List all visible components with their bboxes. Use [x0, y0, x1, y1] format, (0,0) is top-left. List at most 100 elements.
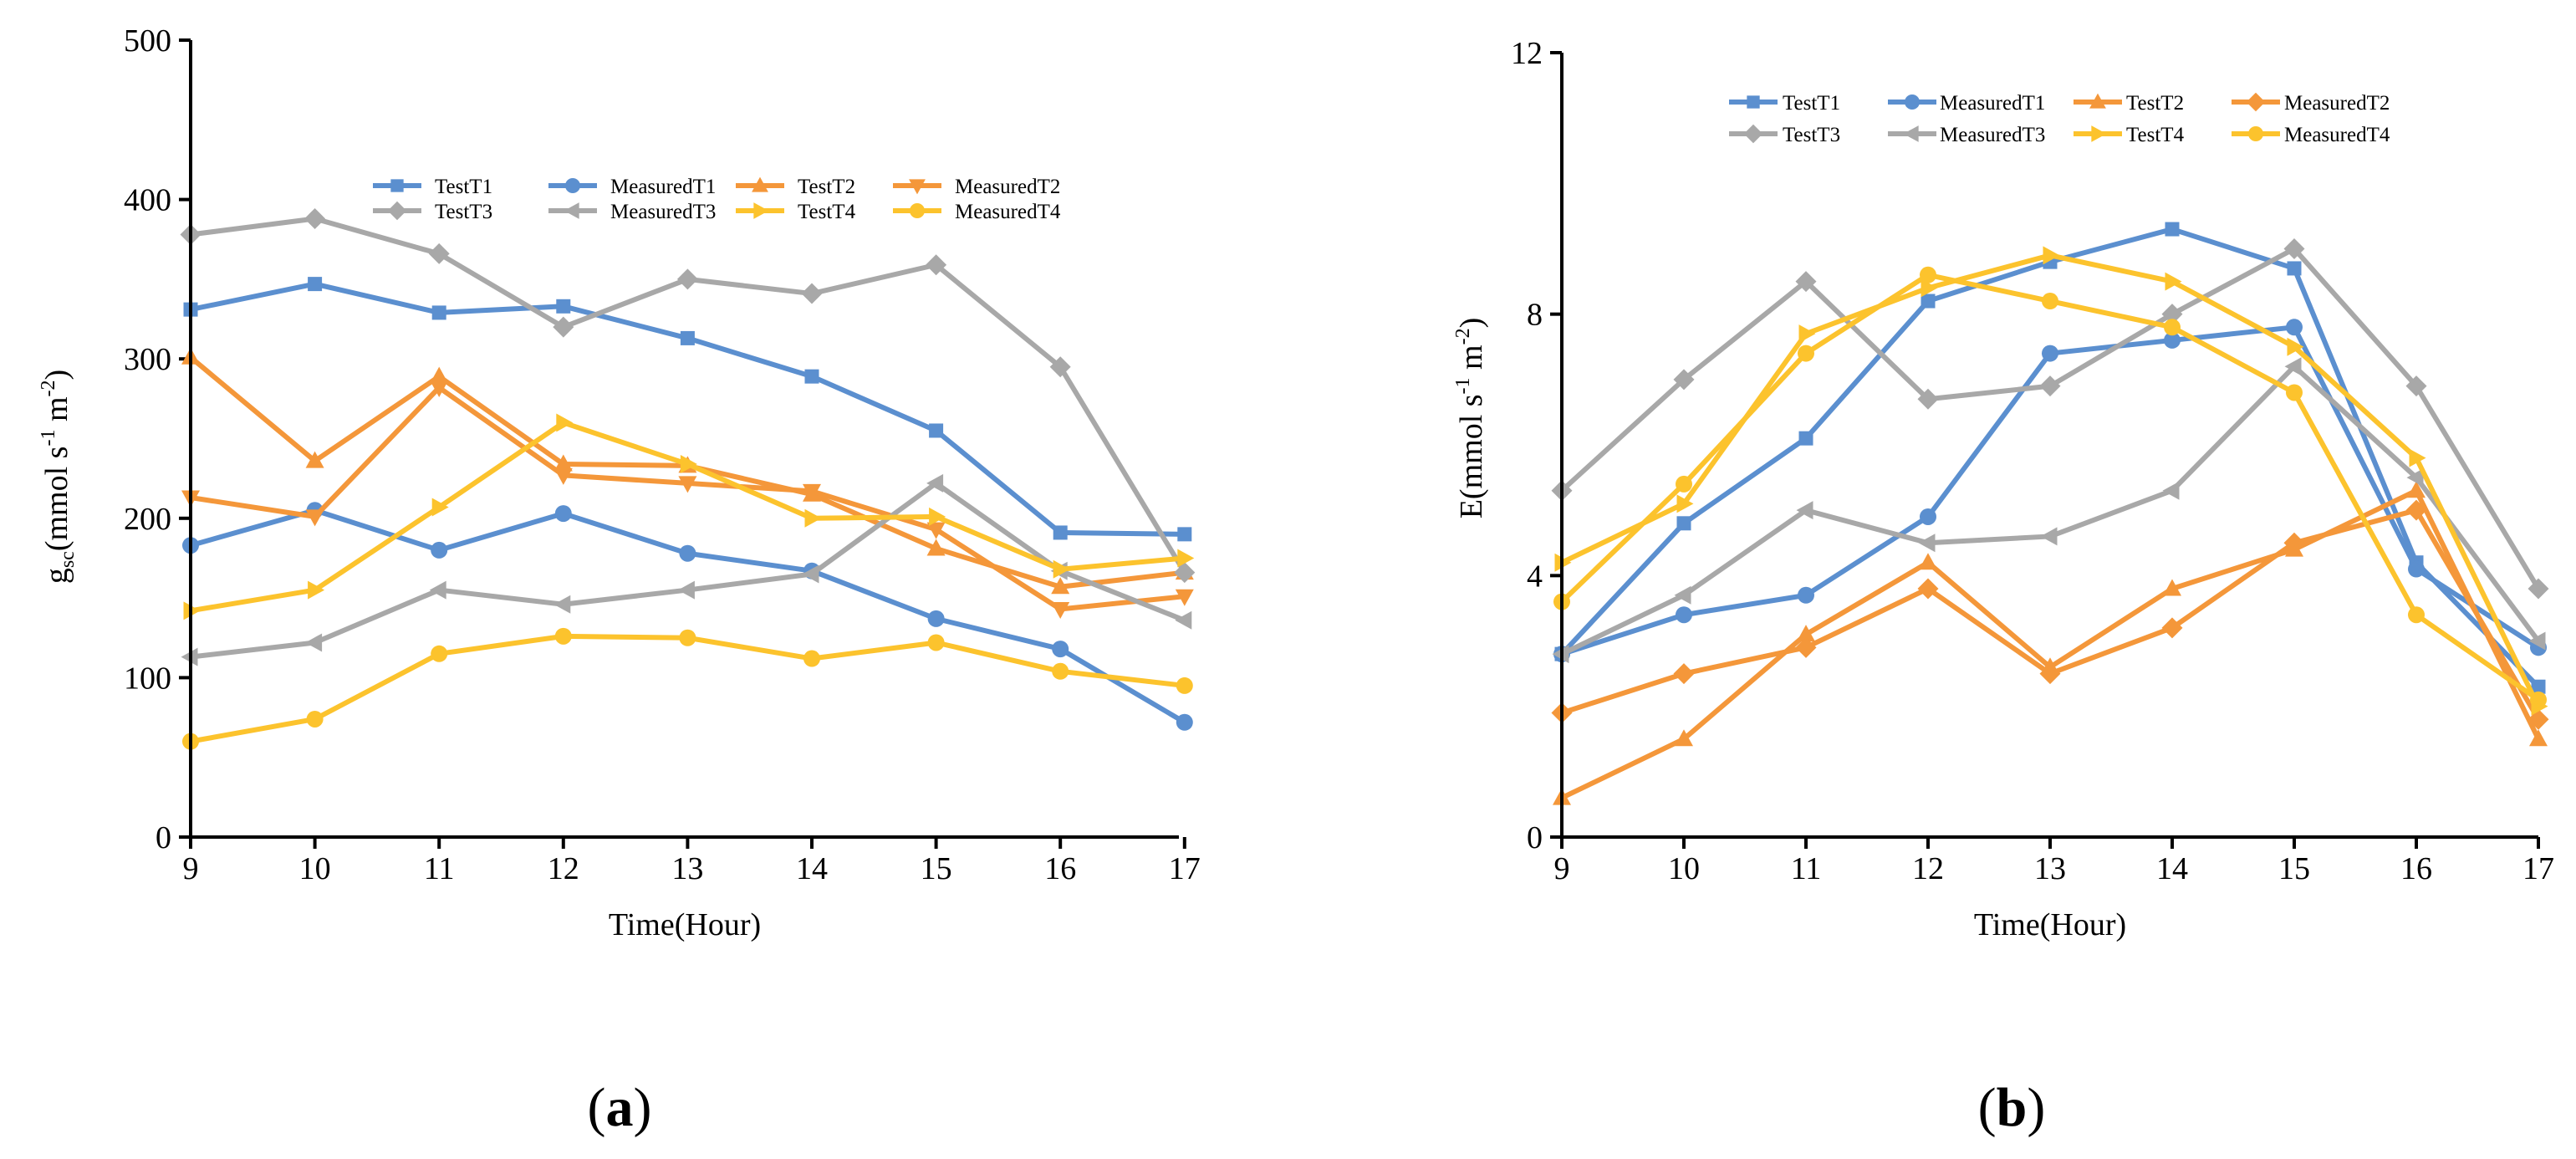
legend-label-measuredt2: MeasuredT2	[2284, 92, 2390, 115]
data-point-measuredt3	[1674, 585, 1691, 605]
panel-label-a: (a)	[588, 1077, 652, 1138]
data-point-testt3	[801, 283, 823, 304]
data-point-measuredt1	[927, 610, 945, 627]
series-line-measuredt4	[190, 633, 1186, 744]
data-point-measuredt2	[678, 476, 697, 493]
data-point-measuredt4	[1052, 662, 1069, 680]
axis-ticks-a: 0 100 200 300 400 500 9 10 11 12 13 14 15 16 17	[124, 23, 1201, 886]
x-tick-label: 13	[2034, 851, 2066, 886]
x-tick-label: 16	[2400, 851, 2432, 886]
y-tick-label: 12	[1511, 36, 1543, 71]
data-point-testt3	[1673, 369, 1695, 391]
legend-label-testt3: TestT3	[1783, 124, 1840, 146]
data-point-measuredt2	[553, 467, 573, 485]
data-point-measuredt2	[926, 522, 946, 539]
y-axis-title-b: E(mmol s-1 m-2)	[1452, 318, 1489, 519]
legend-marker-testt4	[2091, 125, 2107, 142]
data-point-measuredt2	[1795, 636, 1817, 658]
x-tick-label: 11	[424, 851, 455, 886]
data-point-testt3	[2283, 238, 2305, 259]
legend-label-measuredt3: MeasuredT3	[1940, 124, 2045, 146]
legend-label-measuredt3: MeasuredT3	[610, 201, 716, 223]
x-axis-title-b: Time(Hour)	[1974, 907, 2126, 942]
data-point-measuredt1	[2164, 331, 2181, 349]
data-point-measuredt1	[1676, 606, 1692, 624]
series-lines-b	[1551, 222, 2549, 805]
data-point-testt2	[1051, 577, 1070, 595]
data-point-measuredt2	[2283, 532, 2305, 554]
x-tick-label: 13	[671, 851, 703, 886]
data-point-testt2	[2529, 729, 2548, 747]
x-tick-label: 17	[1169, 851, 1201, 886]
data-point-measuredt3	[2284, 357, 2302, 376]
data-point-testt4	[2287, 337, 2304, 356]
x-tick-label: 14	[796, 851, 828, 886]
y-tick-label: 0	[156, 820, 171, 855]
data-point-measuredt3	[802, 564, 819, 584]
data-point-testt4	[680, 454, 697, 473]
y-tick-label: 200	[124, 502, 171, 537]
legend-marker-testt3	[1743, 124, 1763, 144]
data-point-testt2	[553, 454, 573, 472]
y-tick-label: 500	[124, 23, 171, 59]
x-tick-label: 10	[299, 851, 331, 886]
series-line-measuredt4	[1559, 272, 2540, 702]
data-point-testt3	[676, 268, 698, 290]
data-point-measuredt3	[1796, 501, 1813, 520]
legend-label-testt3: TestT3	[435, 201, 492, 223]
data-point-testt3	[1049, 356, 1071, 378]
legend-marker-testt2	[2089, 93, 2106, 109]
data-point-measuredt2	[2161, 617, 2183, 639]
legend-label-measuredt2: MeasuredT2	[955, 176, 1060, 198]
x-tick-label: 15	[2278, 851, 2310, 886]
series-line-testt1	[190, 281, 1185, 537]
legend-label-measuredt4: MeasuredT4	[2284, 124, 2390, 146]
data-point-measuredt2	[2039, 663, 2061, 685]
data-point-measuredt2	[1175, 589, 1194, 606]
legend-marker-measuredt3	[564, 202, 579, 219]
data-point-testt1	[1177, 527, 1192, 542]
data-point-testt3	[2405, 375, 2427, 397]
legend-label-testt1: TestT1	[1783, 92, 1840, 115]
data-point-testt3	[2528, 578, 2549, 600]
data-point-measuredt2	[430, 380, 449, 398]
x-tick-label: 9	[183, 851, 199, 886]
data-point-testt2	[430, 366, 449, 384]
chart-panel-a: 0 100 200 300 400 500 9 10 11 12 13 14 15 16 17 TestT1…	[38, 23, 1201, 1138]
data-point-testt4	[1676, 494, 1694, 513]
data-point-measuredt1	[431, 541, 448, 559]
data-point-measuredt3	[429, 580, 446, 600]
panel-label-b: (b)	[1978, 1077, 2046, 1138]
data-point-measuredt1	[1798, 586, 1814, 604]
data-point-testt1	[308, 277, 323, 292]
data-point-measuredt1	[679, 544, 696, 562]
data-point-measuredt4	[2408, 606, 2425, 624]
x-tick-label: 17	[2522, 851, 2554, 886]
data-point-measuredt4	[803, 650, 820, 667]
y-tick-label: 100	[124, 661, 171, 696]
data-point-measuredt3	[305, 633, 323, 652]
x-tick-label: 12	[1912, 851, 1944, 886]
data-point-measuredt1	[2042, 345, 2058, 362]
data-point-measuredt3	[553, 595, 571, 614]
data-point-measuredt4	[2286, 384, 2303, 401]
data-point-measuredt2	[1051, 601, 1070, 619]
data-point-testt2	[1675, 729, 1693, 747]
data-point-testt3	[428, 243, 450, 264]
x-tick-label: 15	[921, 851, 952, 886]
data-point-measuredt4	[1676, 475, 1692, 493]
data-point-measuredt2	[803, 483, 821, 501]
data-point-measuredt4	[2164, 319, 2181, 336]
data-point-measuredt3	[1175, 610, 1192, 630]
data-point-testt4	[556, 413, 574, 432]
data-point-testt2	[926, 539, 946, 556]
legend-marker-measuredt2	[2246, 92, 2266, 112]
data-point-testt4	[2165, 272, 2182, 291]
data-point-testt4	[308, 580, 325, 600]
data-point-testt3	[926, 254, 947, 276]
x-tick-label: 9	[1554, 851, 1570, 886]
data-point-measuredt2	[305, 509, 324, 527]
data-point-testt2	[1919, 553, 1937, 570]
data-point-measuredt4	[1920, 266, 1936, 283]
